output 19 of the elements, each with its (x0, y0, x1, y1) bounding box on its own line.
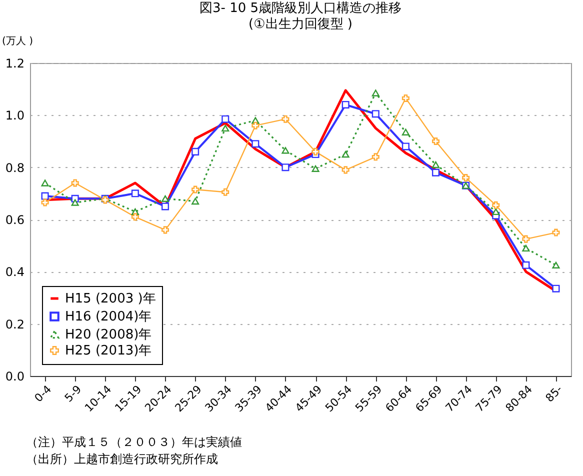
x-tick-label: 85- (543, 382, 565, 405)
y-tick-label: 0.2 (5, 317, 24, 332)
text: （注）平成１５（２００３）年は実績値 (26, 434, 243, 451)
legend-label: H25 (2013)年 (65, 344, 152, 358)
y-tick-label: 1.0 (5, 108, 24, 123)
legend-label: H20 (2008)年 (65, 328, 152, 342)
x-tick-label: 5-9 (62, 382, 84, 405)
text: （出所）上越市創造行政研究所作成 (26, 451, 219, 468)
x-tick-label: 0-4 (32, 382, 54, 405)
y-axis-title: (万人 ) (2, 36, 34, 47)
y-tick-label: 0.4 (5, 265, 24, 280)
y-tick-label: 0.8 (5, 160, 24, 175)
y-tick-label: 1.2 (5, 56, 24, 70)
y-tick-label: 0.0 (5, 370, 24, 384)
chart-subtitle: (①出生力回復型 ) (248, 17, 352, 32)
y-tick-label: 0.6 (5, 213, 24, 227)
chart-title: 図3- 10 5歳階級別人口構造の推移 (199, 1, 402, 16)
legend-label: H15 (2003 )年 (65, 292, 156, 306)
legend-label: H16 (2004)年 (65, 310, 152, 324)
